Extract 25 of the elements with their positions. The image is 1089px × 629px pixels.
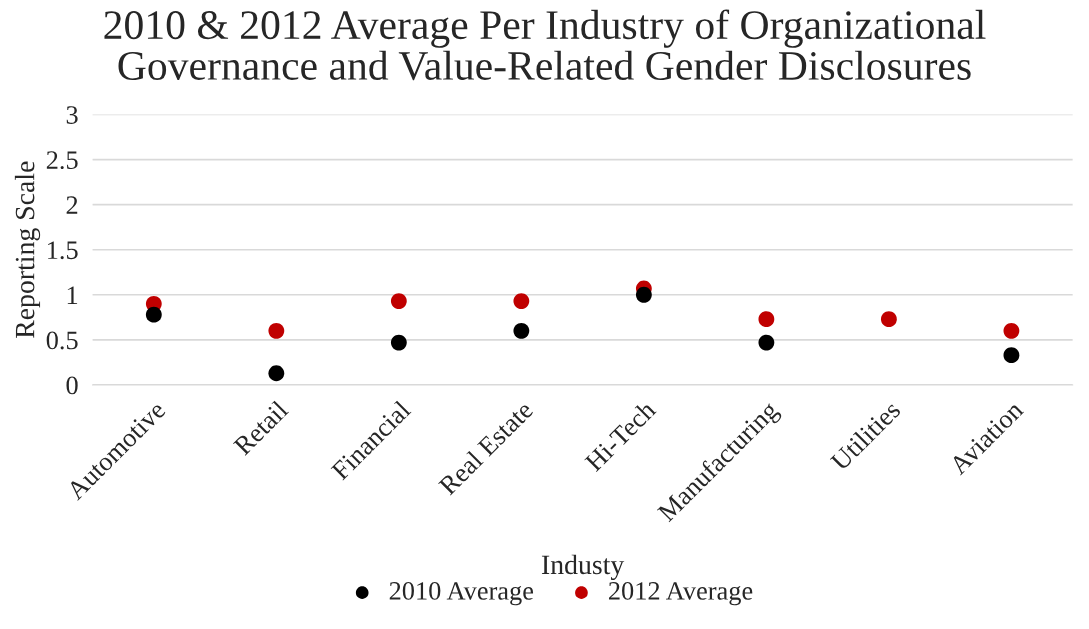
point [268,322,285,339]
point [758,334,775,351]
point [268,365,285,382]
chart-title: 2010 & 2012 Average Per Industry of Organizational Governance and Value-Related Gender Disclosures [104,9,986,81]
y-tick-label: 1 [67,286,78,304]
x-axis-title: Industy [541,554,625,580]
point [1003,322,1020,339]
point [758,311,775,328]
y-tick-label: 2 [66,196,78,214]
y-tick-label: 3 [66,106,78,124]
point [390,293,407,310]
point [880,311,897,328]
y-axis-title: Reporting Scale [14,161,41,339]
point [390,334,407,351]
point [145,306,162,323]
point [635,286,652,303]
point [513,322,530,339]
y-tick-label: 1.5 [48,241,78,260]
point [513,293,530,310]
y-tick-label: 2.5 [46,151,78,170]
y-tick-label: 0 [66,376,78,395]
y-tick-label: 0.5 [46,331,78,350]
point [1003,347,1020,364]
legend-label: 2012 Average [608,582,753,606]
legend-label: 2010 Average [389,582,534,606]
